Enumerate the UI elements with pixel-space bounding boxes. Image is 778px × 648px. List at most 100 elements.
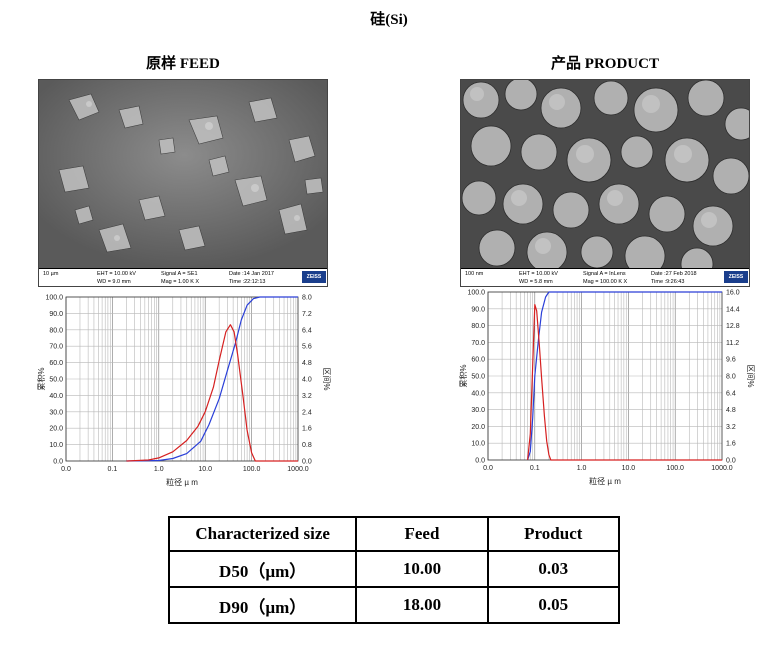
product-sem-time: Time :9:26:43 — [651, 279, 685, 285]
feed-zeiss-logo: ZEISS — [302, 271, 326, 283]
product-sem-date: Date :27 Feb 2018 — [651, 271, 697, 277]
y-left-tick-label: 80.0 — [471, 323, 485, 330]
product-sem-wd: WD = 5.8 mm — [519, 279, 553, 285]
y-left-tick-label: 100.0 — [467, 290, 485, 297]
feed-sem-signal: Signal A = SE1 — [161, 271, 198, 277]
product-sem-signal: Signal A = InLens — [583, 271, 626, 277]
x-tick-label: 0.1 — [530, 465, 540, 472]
y-right-tick-label: 0.8 — [302, 442, 312, 449]
y-right-tick-label: 16.0 — [726, 290, 740, 297]
y-left-tick-label: 0.0 — [475, 458, 485, 465]
y-right-tick-label: 11.2 — [726, 340, 739, 347]
y-right-tick-label: 6.4 — [726, 390, 736, 397]
y-left-tick-label: 90.0 — [471, 306, 485, 313]
table-header-row: Characterized size Feed Product — [167, 516, 621, 552]
page-title: 硅(Si) — [370, 12, 408, 28]
feed-sem-image: 10 µm EHT = 10.00 kV WD = 9.0 mm Signal … — [38, 79, 328, 287]
feed-psd-chart-svg: 0.0 0.1 1.0 10.0 100.0 1000.00.010.020.030.04… — [36, 295, 331, 488]
feed-sem-wd: WD = 9.0 mm — [97, 279, 131, 285]
product-sem-info-bar: 100 nm EHT = 10.00 kV WD = 5.8 mm Signal… — [461, 268, 749, 286]
y-right-tick-label: 0.0 — [302, 459, 312, 466]
product-zeiss-logo: ZEISS — [724, 271, 748, 283]
x-tick-label: 10.0 — [198, 466, 212, 473]
y-left-tick-label: 0.0 — [53, 459, 63, 466]
x-tick-label: 0.1 — [108, 466, 118, 473]
table-row: D50（µm） 10.00 0.03 — [167, 550, 621, 588]
table-cell: D50（µm） — [167, 550, 358, 588]
feed-panel-title: 原样 FEED — [146, 56, 220, 72]
y-right-tick-label: 4.8 — [302, 360, 312, 367]
y-left-tick-label: 20.0 — [471, 424, 485, 431]
cumulative-series-line — [126, 296, 298, 462]
x-tick-label: 10.0 — [622, 465, 636, 472]
y-left-tick-label: 20.0 — [49, 426, 63, 433]
y-right-tick-label: 2.4 — [302, 409, 312, 416]
y-right-tick-label: 1.6 — [302, 426, 312, 433]
y-right-tick-label: 9.6 — [726, 357, 736, 364]
plot-frame — [65, 296, 299, 462]
table-header-cell: Product — [486, 516, 621, 552]
y-left-tick-label: 100.0 — [45, 295, 63, 302]
y-left-tick-label: 70.0 — [471, 340, 485, 347]
feed-sem-texture — [39, 80, 327, 268]
product-psd-chart: 0.0 0.1 1.0 10.0 100.0 1000.0 0.0 10.0 20.0 30.0 4… — [458, 284, 758, 498]
x-tick-label: 1000.0 — [287, 466, 309, 473]
y-right-tick-label: 0.0 — [726, 458, 736, 465]
x-tick-label: 1.0 — [577, 465, 587, 472]
x-tick-label: 1.0 — [154, 466, 164, 473]
feed-sem-mag: Mag = 1.00 K X — [161, 279, 200, 285]
x-tick-label: 1000.0 — [711, 465, 733, 472]
y-left-tick-label: 90.0 — [49, 311, 63, 318]
y-left-tick-label: 10.0 — [49, 442, 63, 449]
table-row: D90（µm） 18.00 0.05 — [167, 586, 621, 624]
y-left-tick-label: 40.0 — [471, 390, 485, 397]
y-right-axis-label: 区间% — [322, 367, 331, 390]
x-tick-label: 100.0 — [243, 466, 261, 473]
y-right-tick-label: 14.4 — [726, 306, 740, 313]
table-cell: D90（µm） — [167, 586, 358, 624]
product-sem-image: 100 nm EHT = 10.00 kV WD = 5.8 mm Signal… — [460, 79, 750, 287]
y-left-tick-label: 40.0 — [49, 393, 63, 400]
product-panel-title: 产品 PRODUCT — [551, 56, 659, 72]
product-sem-scale: 100 nm — [465, 271, 484, 277]
x-tick-label: 0.0 — [61, 466, 71, 473]
y-right-tick-label: 5.6 — [302, 344, 312, 351]
table-header-cell: Feed — [355, 516, 489, 552]
y-left-axis-label: 累积% — [36, 367, 46, 390]
x-tick-label: 100.0 — [666, 465, 684, 472]
y-left-tick-label: 60.0 — [471, 357, 485, 364]
y-left-tick-label: 70.0 — [49, 344, 63, 351]
y-right-tick-label: 7.2 — [302, 311, 312, 318]
y-right-tick-label: 6.4 — [302, 327, 312, 334]
y-left-axis-label: 累积% — [458, 364, 468, 387]
table-cell: 0.03 — [486, 550, 621, 588]
x-tick-label: 0.0 — [483, 465, 493, 472]
feed-sem-info-bar: 10 µm EHT = 10.00 kV WD = 9.0 mm Signal … — [39, 268, 327, 286]
y-left-tick-label: 60.0 — [49, 360, 63, 367]
interval-series-line — [527, 304, 722, 461]
y-left-tick-label: 30.0 — [49, 409, 63, 416]
y-right-tick-label: 8.0 — [302, 295, 312, 302]
y-right-tick-label: 4.0 — [302, 377, 312, 384]
product-psd-chart-svg: 0.0 0.1 1.0 10.0 100.0 1000.00.010.020.030.04… — [458, 290, 755, 487]
y-right-tick-label: 3.2 — [726, 424, 736, 431]
product-sem-mag: Mag = 100.00 K X — [583, 279, 628, 285]
feed-psd-chart: 0.0 0.1 1.0 10.0 100.0 1000.0 0.0 10.0 20.0 30.0 4… — [36, 288, 336, 498]
feed-sem-eht: EHT = 10.00 kV — [97, 271, 136, 277]
y-left-tick-label: 30.0 — [471, 407, 485, 414]
feed-sem-time: Time :22:12:13 — [229, 279, 266, 285]
table-cell: 18.00 — [355, 586, 489, 624]
table-cell: 0.05 — [486, 586, 621, 624]
cumulative-series-line — [527, 291, 722, 461]
x-axis-label: 粒径 µ m — [166, 477, 198, 487]
product-sem-texture — [461, 80, 749, 268]
product-sem-eht: EHT = 10.00 kV — [519, 271, 558, 277]
y-right-axis-label: 区间% — [746, 364, 755, 387]
y-right-tick-label: 8.0 — [726, 374, 736, 381]
y-left-tick-label: 50.0 — [49, 377, 63, 384]
x-axis-label: 粒径 µ m — [589, 476, 621, 486]
y-right-tick-label: 4.8 — [726, 407, 736, 414]
y-left-tick-label: 10.0 — [471, 441, 485, 448]
feed-sem-scale: 10 µm — [43, 271, 59, 277]
y-left-tick-label: 50.0 — [471, 374, 485, 381]
